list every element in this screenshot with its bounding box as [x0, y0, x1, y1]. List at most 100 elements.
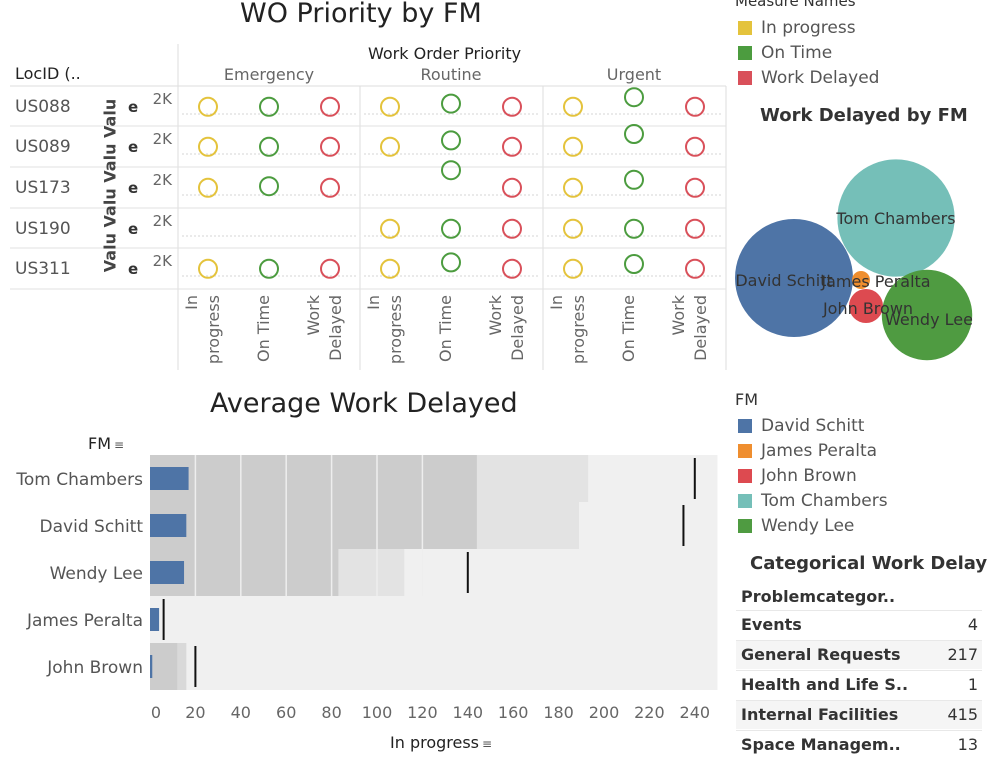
- bar-category-label[interactable]: David Schitt: [40, 517, 144, 537]
- bubble-wendy-lee[interactable]: [881, 269, 973, 361]
- measure-axis-label: Delayed: [326, 295, 345, 361]
- fm-legend-item[interactable]: Tom Chambers: [738, 490, 888, 512]
- priority-circle-in-progress[interactable]: [563, 218, 583, 239]
- bar-chart-title: Average Work Delayed: [210, 388, 518, 419]
- priority-circle-work-delayed[interactable]: [320, 258, 340, 279]
- priority-marks: [198, 87, 705, 279]
- measure-legend-item[interactable]: In progress: [738, 17, 856, 39]
- table-row[interactable]: Events 4: [736, 610, 982, 639]
- bar-category-label[interactable]: Tom Chambers: [15, 470, 143, 490]
- bubble-james-peralta[interactable]: [852, 271, 870, 289]
- measure-legend-item[interactable]: Work Delayed: [738, 67, 879, 89]
- priority-circle-work-delayed[interactable]: [685, 177, 705, 198]
- x-tick-label: 220: [634, 703, 665, 722]
- location-us190[interactable]: US190: [15, 219, 71, 239]
- bar-tom-chambers[interactable]: [150, 467, 189, 490]
- priority-circle-on-time[interactable]: [441, 93, 461, 114]
- table-row[interactable]: Internal Facilities 415: [736, 700, 982, 729]
- location-us088[interactable]: US088: [15, 97, 71, 117]
- sort-icon[interactable]: ≡: [114, 438, 125, 452]
- locid-header[interactable]: LocID (..: [15, 64, 81, 83]
- priority-circle-work-delayed[interactable]: [685, 258, 705, 279]
- fm-legend-item[interactable]: James Peralta: [738, 440, 877, 462]
- priority-circle-in-progress[interactable]: [380, 96, 400, 117]
- priority-circle-on-time[interactable]: [441, 160, 461, 181]
- bar-wendy-lee[interactable]: [150, 561, 185, 584]
- location-us311[interactable]: US311: [15, 259, 71, 279]
- axis-sort-icon[interactable]: ≡: [482, 737, 493, 751]
- priority-circle-in-progress[interactable]: [380, 258, 400, 279]
- priority-circle-in-progress[interactable]: [380, 218, 400, 239]
- bubble-label: Tom Chambers: [835, 209, 955, 228]
- measure-legend-item[interactable]: On Time: [738, 42, 832, 64]
- bubble-david-schitt[interactable]: [735, 219, 853, 337]
- reference-bands: [150, 455, 718, 690]
- priority-circle-work-delayed[interactable]: [685, 96, 705, 117]
- priority-circle-on-time[interactable]: [624, 124, 644, 144]
- grid-lines: [10, 44, 727, 370]
- priority-circle-in-progress[interactable]: [380, 136, 400, 157]
- priority-circle-in-progress[interactable]: [198, 136, 218, 157]
- priority-circle-work-delayed[interactable]: [685, 218, 705, 239]
- priority-circle-in-progress[interactable]: [198, 177, 218, 198]
- priority-circle-on-time[interactable]: [624, 87, 644, 108]
- priority-circle-on-time[interactable]: [259, 258, 279, 279]
- priority-circle-work-delayed[interactable]: [685, 136, 705, 157]
- fm-row-header[interactable]: FM ≡: [88, 434, 124, 453]
- priority-circle-work-delayed[interactable]: [320, 96, 340, 117]
- priority-circle-work-delayed[interactable]: [320, 177, 340, 198]
- priority-circle-in-progress[interactable]: [563, 96, 583, 117]
- x-tick-label: 100: [362, 703, 393, 722]
- priority-circle-on-time[interactable]: [624, 169, 644, 190]
- table-row[interactable]: General Requests 217: [736, 640, 982, 669]
- table-row[interactable]: Space Managem.. 13: [736, 730, 982, 759]
- location-us089[interactable]: US089: [15, 137, 71, 157]
- bar-category-label[interactable]: James Peralta: [26, 611, 143, 631]
- priority-circle-in-progress[interactable]: [198, 258, 218, 279]
- measure-axis-label: Work: [486, 294, 505, 335]
- priority-circle-on-time[interactable]: [624, 218, 644, 239]
- x-axis-title[interactable]: In progress ≡: [390, 733, 492, 752]
- priority-col-urgent[interactable]: Urgent: [607, 65, 661, 84]
- priority-circle-in-progress[interactable]: [563, 258, 583, 279]
- table-row[interactable]: Health and Life S.. 1: [736, 670, 982, 699]
- bubble-john-brown[interactable]: [848, 288, 884, 324]
- bar-john-brown[interactable]: [150, 655, 153, 678]
- bar-david-schitt[interactable]: [150, 514, 187, 537]
- priority-col-routine[interactable]: Routine: [420, 65, 481, 84]
- priority-circle-work-delayed[interactable]: [502, 96, 522, 117]
- bubble-tom-chambers[interactable]: [837, 159, 955, 277]
- priority-circle-work-delayed[interactable]: [502, 258, 522, 279]
- priority-circle-in-progress[interactable]: [563, 136, 583, 157]
- average-work-delayed-chart[interactable]: Tom Chambers David Schitt Wendy Lee James P…: [0, 450, 730, 725]
- wo-priority-title: WO Priority by FM: [240, 0, 482, 29]
- priority-circle-on-time[interactable]: [441, 252, 461, 273]
- fm-legend-item[interactable]: John Brown: [738, 465, 857, 487]
- priority-circle-work-delayed[interactable]: [502, 218, 522, 239]
- bar-category-labels: Tom Chambers David Schitt Wendy Lee James P…: [15, 470, 143, 678]
- fm-legend-title: FM: [735, 390, 759, 409]
- priority-circle-work-delayed[interactable]: [502, 136, 522, 157]
- category-value: 13: [957, 735, 978, 754]
- location-us173[interactable]: US173: [15, 178, 71, 198]
- priority-circle-on-time[interactable]: [441, 218, 461, 239]
- priority-circle-on-time[interactable]: [259, 136, 279, 157]
- problem-category-header[interactable]: Problemcategor..: [741, 587, 896, 606]
- priority-circle-on-time[interactable]: [624, 254, 644, 274]
- priority-circle-on-time[interactable]: [441, 130, 461, 151]
- priority-col-emergency[interactable]: Emergency: [224, 65, 314, 84]
- bar-category-label[interactable]: John Brown: [46, 658, 143, 678]
- fm-legend-item[interactable]: David Schitt: [738, 415, 864, 437]
- bar-category-label[interactable]: Wendy Lee: [50, 564, 143, 584]
- bar-james-peralta[interactable]: [150, 608, 160, 631]
- priority-circle-on-time[interactable]: [259, 96, 279, 117]
- priority-circle-on-time[interactable]: [259, 176, 279, 197]
- priority-circle-in-progress[interactable]: [563, 177, 583, 198]
- priority-circle-work-delayed[interactable]: [502, 177, 522, 198]
- value-axis-glyph: e: [128, 179, 138, 197]
- fm-legend-item[interactable]: Wendy Lee: [738, 515, 854, 537]
- priority-circle-work-delayed[interactable]: [320, 136, 340, 157]
- priority-circle-in-progress[interactable]: [198, 96, 218, 117]
